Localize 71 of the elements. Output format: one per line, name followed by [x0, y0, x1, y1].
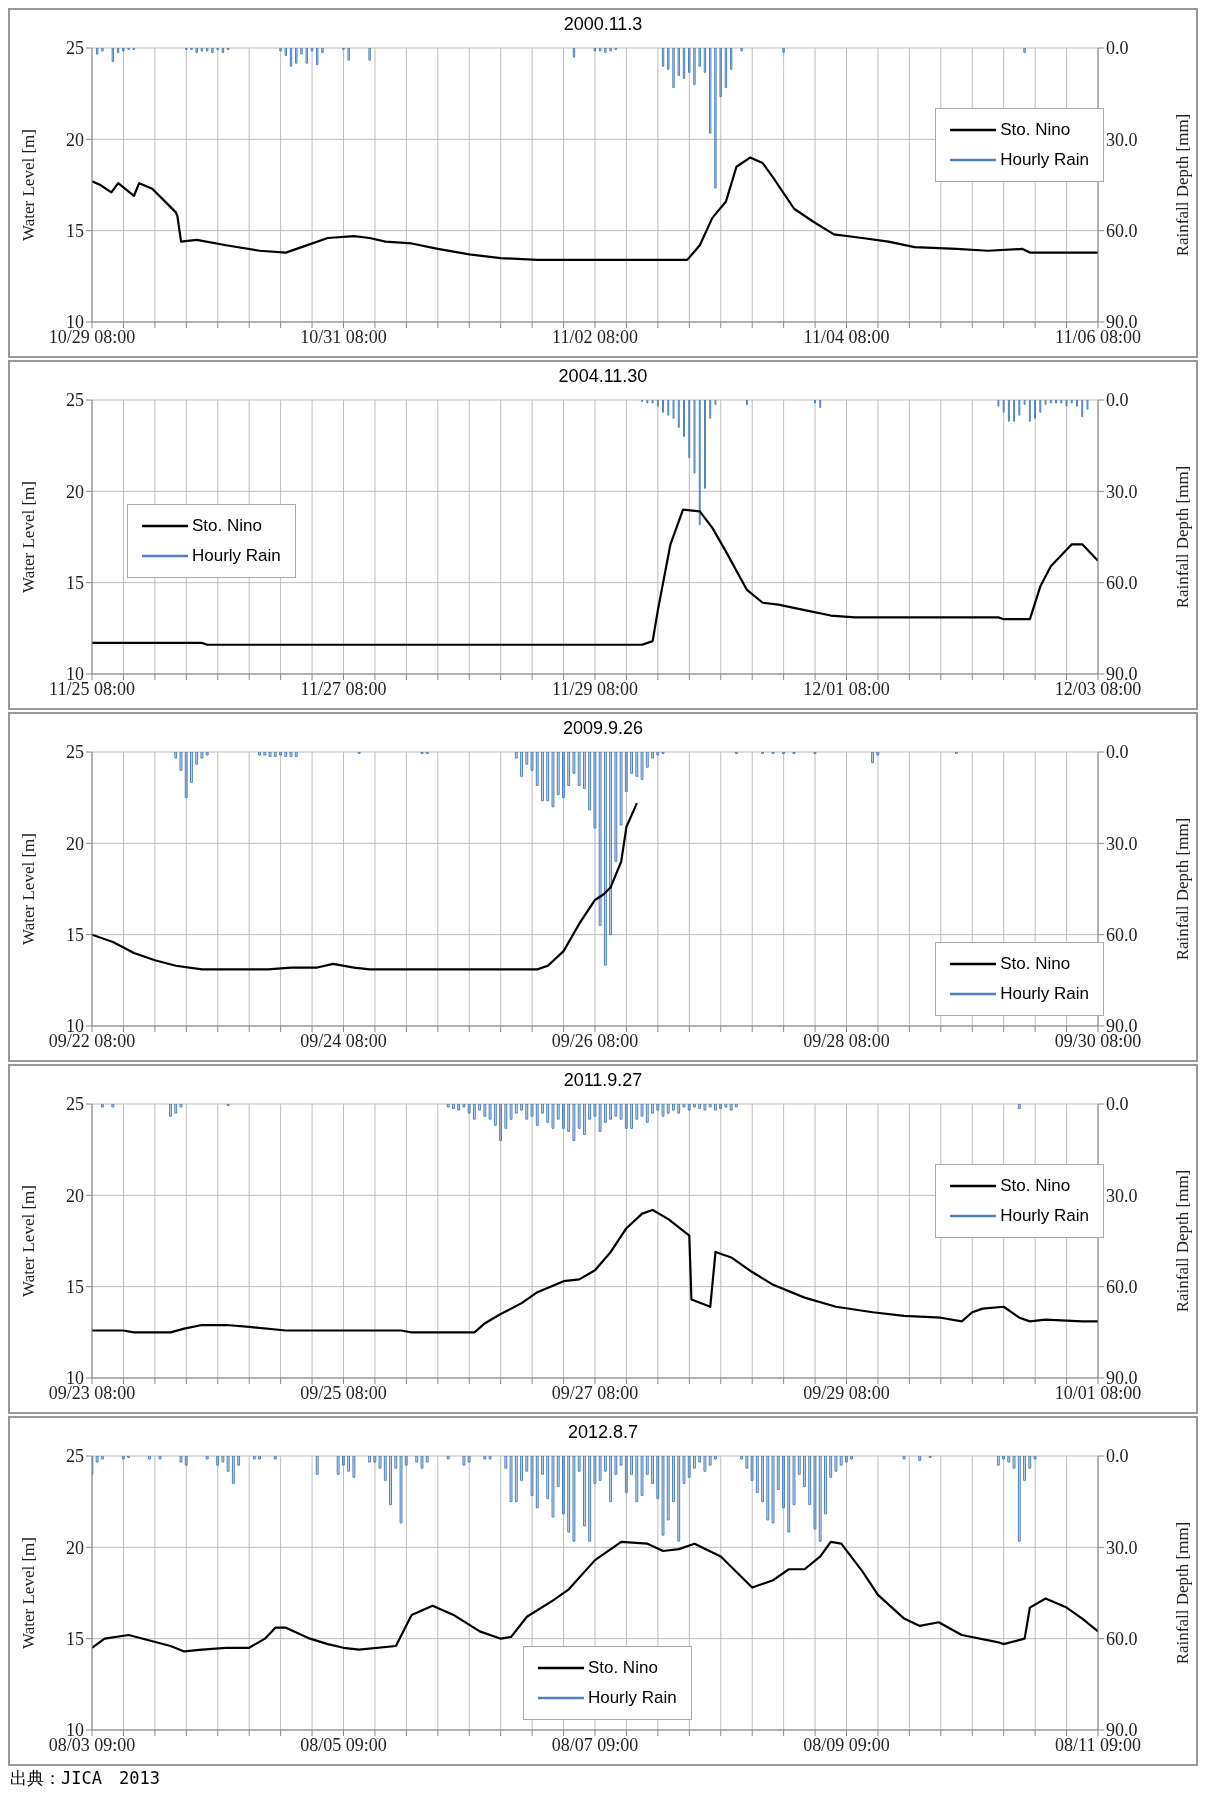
legend-label: Sto. Nino	[1000, 954, 1071, 974]
y-tick-label: 15	[66, 1277, 84, 1298]
y2-axis-title: Rainfall Depth [mm]	[1173, 817, 1193, 961]
legend-label: Sto. Nino	[192, 516, 262, 537]
x-tick-label: 09/26 08:00	[551, 1030, 639, 1051]
x-tick-label: 09/25 08:00	[300, 1382, 387, 1403]
chart-title: 2012.8.7	[566, 1421, 640, 1444]
y2-tick-label: 60.0	[1106, 221, 1138, 242]
chart-title: 2004.11.30	[557, 365, 649, 388]
y2-tick-label: 30.0	[1106, 833, 1138, 854]
x-tick-label: 11/04 08:00	[803, 326, 890, 347]
y2-tick-label: 60.0	[1106, 1629, 1138, 1650]
chart-title: 2009.9.26	[561, 717, 645, 740]
y-tick-label: 25	[66, 1094, 84, 1115]
y-axis-title: Water Level [m]	[19, 481, 39, 593]
y-tick-label: 25	[66, 390, 84, 411]
x-tick-label: 11/29 08:00	[552, 678, 638, 699]
y2-axis-title: Rainfall Depth [mm]	[1173, 113, 1193, 257]
y-tick-label: 15	[66, 1629, 84, 1650]
y2-tick-label: 0.0	[1106, 390, 1129, 411]
y-axis-title: Water Level [m]	[19, 1185, 39, 1297]
x-tick-label: 09/29 08:00	[803, 1382, 890, 1403]
y2-tick-label: 0.0	[1106, 1094, 1129, 1115]
y2-tick-label: 30.0	[1106, 481, 1138, 502]
y-tick-label: 20	[66, 1185, 84, 1206]
legend-label: Sto. Nino	[587, 1658, 658, 1678]
legend-label: Hourly Rain	[1000, 1206, 1089, 1226]
y-tick-label: 15	[66, 573, 84, 594]
y-tick-label: 20	[66, 481, 84, 502]
y-axis-title: Water Level [m]	[19, 833, 39, 945]
y2-tick-label: 60.0	[1106, 925, 1138, 946]
x-tick-label: 09/28 08:00	[803, 1030, 890, 1051]
chart-title: 2000.11.3	[562, 13, 644, 36]
y2-tick-label: 0.0	[1106, 742, 1129, 763]
legend-label: Sto. Nino	[1000, 120, 1071, 140]
x-tick-label: 08/09 09:00	[803, 1734, 890, 1755]
y-tick-label: 15	[66, 925, 84, 946]
legend-label: Hourly Rain	[1000, 984, 1089, 1004]
x-tick-label: 08/05 09:00	[300, 1734, 387, 1755]
y-tick-label: 20	[66, 1537, 84, 1558]
y-tick-label: 25	[66, 742, 84, 763]
chart-title: 2011.9.27	[562, 1069, 644, 1092]
y-tick-label: 20	[66, 833, 84, 854]
legend-label: Hourly Rain	[192, 546, 281, 567]
legend-label: Sto. Nino	[1000, 1176, 1071, 1196]
x-tick-label: 08/07 09:00	[551, 1734, 639, 1755]
legend-label: Hourly Rain	[587, 1688, 677, 1708]
x-tick-label: 09/27 08:00	[551, 1382, 639, 1403]
y-tick-label: 25	[66, 1446, 84, 1467]
y2-tick-label: 0.0	[1106, 1446, 1129, 1467]
x-tick-label: 10/31 08:00	[300, 326, 387, 347]
x-tick-label: 12/01 08:00	[803, 678, 890, 699]
legend-label: Hourly Rain	[1000, 150, 1089, 170]
source-note: 出典：JICA 2013	[10, 1767, 160, 1790]
y2-tick-label: 30.0	[1106, 129, 1138, 150]
y2-tick-label: 60.0	[1106, 1277, 1138, 1298]
y2-tick-label: 0.0	[1106, 38, 1129, 59]
y-tick-label: 15	[66, 221, 84, 242]
y-axis-title: Water Level [m]	[19, 129, 39, 241]
y2-axis-title: Rainfall Depth [mm]	[1173, 465, 1193, 609]
y-axis-title: Water Level [m]	[19, 1537, 39, 1649]
y2-tick-label: 30.0	[1106, 1537, 1138, 1558]
y-tick-label: 25	[66, 38, 84, 59]
y2-axis-title: Rainfall Depth [mm]	[1173, 1169, 1193, 1313]
y-tick-label: 20	[66, 129, 84, 150]
y2-tick-label: 30.0	[1106, 1185, 1138, 1206]
y2-axis-title: Rainfall Depth [mm]	[1173, 1521, 1193, 1665]
y2-tick-label: 60.0	[1106, 573, 1138, 594]
x-tick-label: 11/02 08:00	[552, 326, 638, 347]
x-tick-label: 11/27 08:00	[300, 678, 387, 699]
x-tick-label: 09/24 08:00	[300, 1030, 387, 1051]
